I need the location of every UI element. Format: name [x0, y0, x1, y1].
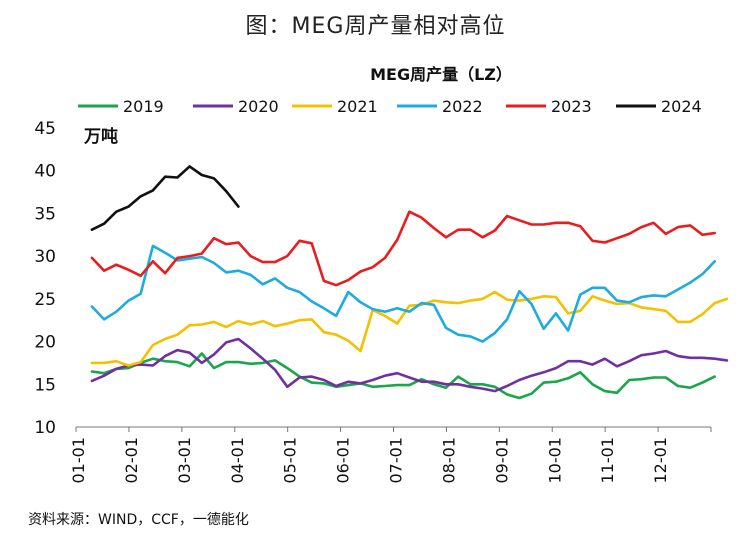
x-tick-label: 08-01	[439, 437, 458, 484]
series-line-2024	[90, 165, 240, 231]
x-tick-label: 07-01	[387, 437, 406, 484]
legend-label-2019: 2019	[123, 97, 164, 116]
legend-label-2021: 2021	[337, 97, 378, 116]
legend: 2019 2020 2021 2022 2023 2024	[78, 97, 702, 116]
legend-label-2022: 2022	[442, 97, 483, 116]
y-tick-label: 35	[34, 204, 56, 224]
y-tick-label: 25	[34, 290, 56, 310]
x-tick-label: 12-01	[651, 437, 670, 484]
axes: 10 15 20 25 30 35 40 45 01-01 02-01 03-01 04-01 05-0…	[34, 119, 712, 484]
x-tick-label: 04-01	[228, 437, 247, 484]
legend-label-2023: 2023	[551, 97, 592, 116]
x-tick-label: 05-01	[281, 437, 300, 484]
y-tick-label: 10	[34, 418, 56, 438]
y-tick-label: 15	[34, 375, 56, 395]
series-line-2023	[90, 210, 717, 287]
series-line-2022	[90, 244, 717, 343]
legend-label-2020: 2020	[238, 97, 279, 116]
x-tick-label: 02-01	[122, 437, 141, 484]
y-tick-label: 40	[34, 162, 56, 182]
series-line-2019	[90, 352, 717, 400]
legend-label-2024: 2024	[661, 97, 702, 116]
x-tick-label: 06-01	[334, 437, 353, 484]
chart-title: MEG周产量（LZ）	[370, 65, 512, 84]
source-note: 资料来源：WIND，CCF，一德能化	[28, 512, 249, 528]
x-tick-label: 09-01	[492, 437, 511, 484]
unit-label: 万吨	[83, 126, 118, 147]
plot-area	[90, 165, 729, 400]
x-tick-label: 11-01	[598, 437, 617, 484]
x-tick-label: 01-01	[69, 437, 88, 484]
y-tick-label: 30	[34, 247, 56, 267]
y-tick-label: 20	[34, 333, 56, 353]
series-line-2020	[90, 337, 729, 393]
x-tick-label: 10-01	[545, 437, 564, 484]
x-tick-label: 03-01	[175, 437, 194, 484]
page-title: 图：MEG周产量相对高位	[245, 14, 506, 39]
series-line-2021	[90, 290, 729, 367]
y-tick-label: 45	[34, 119, 56, 139]
